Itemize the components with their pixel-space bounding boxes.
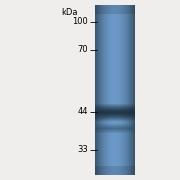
Text: 70: 70 xyxy=(77,46,88,55)
Text: 100: 100 xyxy=(72,17,88,26)
Text: kDa: kDa xyxy=(62,8,78,17)
Text: 33: 33 xyxy=(77,145,88,154)
Text: 44: 44 xyxy=(78,107,88,116)
